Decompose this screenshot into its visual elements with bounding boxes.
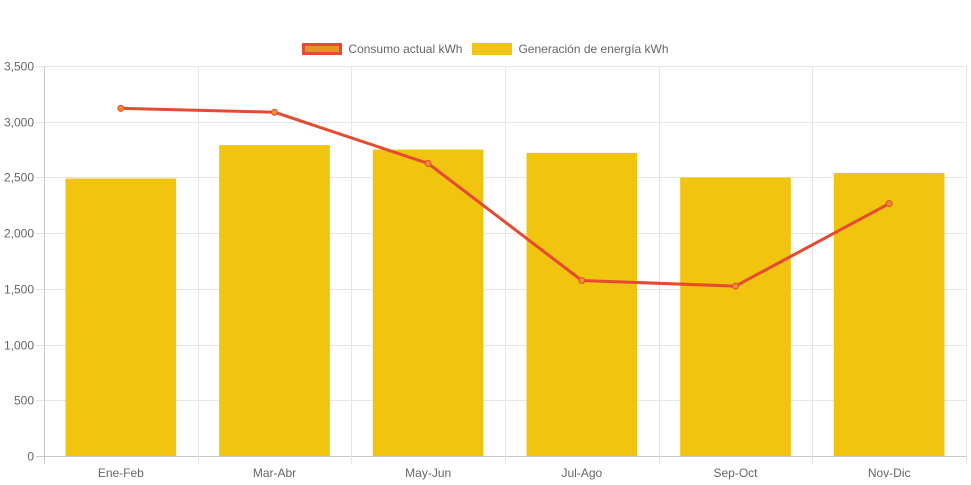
bar-generacion xyxy=(372,149,484,457)
bar-generacion xyxy=(65,178,177,457)
x-tick-label: Jul-Ago xyxy=(561,466,602,480)
x-tick-label: May-Jun xyxy=(405,466,451,480)
y-tick-label: 2,500 xyxy=(4,171,34,185)
line-consumo xyxy=(120,106,890,288)
x-tick-label: Ene-Feb xyxy=(98,466,144,480)
bar-generacion xyxy=(526,152,638,456)
y-tick-label: 3,500 xyxy=(4,60,34,74)
point-consumo xyxy=(732,282,739,290)
legend-swatch-generacion xyxy=(472,43,513,55)
point-consumo xyxy=(424,160,432,167)
y-tick-label: 2,000 xyxy=(4,227,34,241)
point-consumo xyxy=(271,108,278,116)
y-tick-label: 3,000 xyxy=(4,116,34,130)
point-consumo xyxy=(885,200,893,208)
legend-swatch-consumo xyxy=(302,43,343,55)
y-tick-label: 1,000 xyxy=(4,339,34,353)
legend-label-consumo: Consumo actual kWh xyxy=(348,42,463,56)
point-consumo xyxy=(578,277,586,284)
legend-item-generacion[interactable]: Generación de energía kWh xyxy=(472,42,669,56)
y-tick-label: 1,500 xyxy=(4,283,34,297)
legend: Consumo actual kWh Generación de energía… xyxy=(0,42,971,56)
x-tick-label: Nov-Dic xyxy=(868,466,911,480)
legend-label-generacion: Generación de energía kWh xyxy=(518,42,669,56)
y-tick-label: 500 xyxy=(14,394,34,408)
legend-item-consumo[interactable]: Consumo actual kWh xyxy=(302,42,462,56)
point-consumo xyxy=(117,104,125,112)
bar-generacion xyxy=(833,172,945,456)
x-tick-label: Sep-Oct xyxy=(713,466,758,480)
x-tick-label: Mar-Abr xyxy=(253,466,296,480)
y-tick-label: 0 xyxy=(27,450,34,464)
bar-generacion xyxy=(219,145,330,456)
bar-generacion xyxy=(680,177,791,456)
